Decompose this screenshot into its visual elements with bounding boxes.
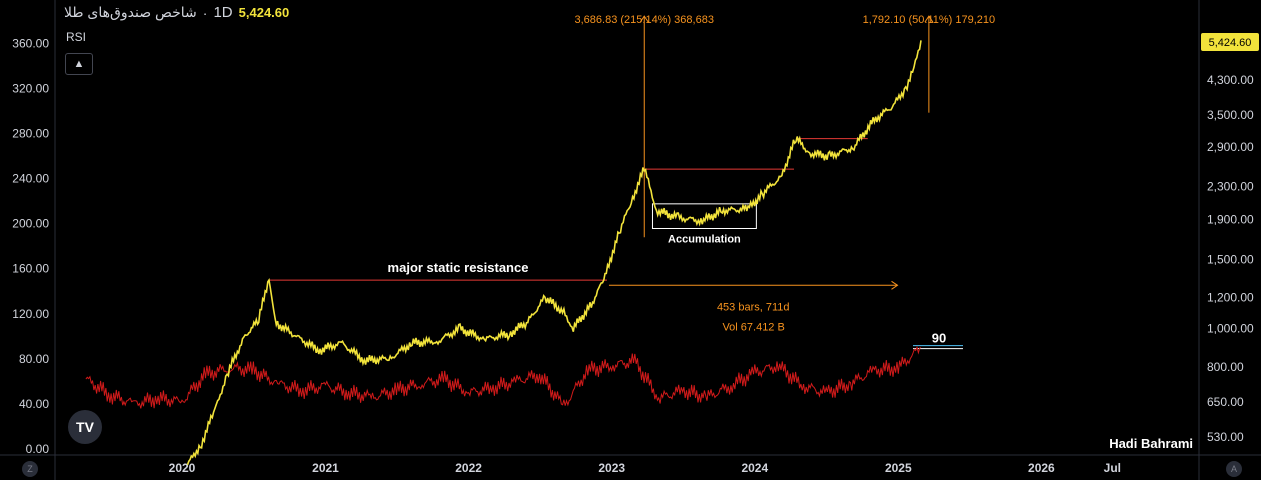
right-axis-tick: 2,300.00 [1207, 180, 1254, 194]
chart-header: شاخص صندوق‌های طلا · 1D 5,424.60 [64, 4, 289, 21]
time-axis-tick: 2024 [741, 461, 768, 475]
accumulation-box [651, 203, 757, 230]
tradingview-logo[interactable]: TV [68, 410, 102, 444]
accumulation-label: Accumulation [668, 234, 741, 246]
time-axis-tick: Jul [1104, 461, 1121, 475]
left-axis-tick: 320.00 [12, 81, 49, 95]
arrow-head [891, 280, 899, 290]
left-axis-tick: 160.00 [12, 262, 49, 276]
rsi-value-label: 90 [932, 331, 946, 346]
right-axis-tick: 650.00 [1207, 395, 1244, 409]
timeframe-label[interactable]: 1D [213, 4, 233, 21]
last-price-tag [1201, 33, 1259, 51]
author-watermark: Hadi Bahrami [1109, 436, 1193, 451]
chevron-up-icon[interactable]: ▲ [65, 53, 93, 75]
arrow-head [924, 15, 934, 23]
time-axis-tick: 2023 [598, 461, 625, 475]
time-axis-tick: 2025 [885, 461, 912, 475]
right-axis-tick: 1,500.00 [1207, 253, 1254, 267]
symbol-title[interactable]: شاخص صندوق‌های طلا [64, 4, 197, 20]
time-axis-tick: 2020 [169, 461, 196, 475]
price-line [186, 40, 922, 466]
zoom-toggle-icon[interactable]: Z [22, 461, 38, 477]
auto-scale-icon[interactable]: A [1226, 461, 1242, 477]
time-axis-tick: 2022 [455, 461, 482, 475]
right-axis-tick: 1,200.00 [1207, 291, 1254, 305]
left-axis-tick: 280.00 [12, 127, 49, 141]
volume-label: Vol 67.412 B [722, 321, 784, 333]
left-axis-tick: 200.00 [12, 217, 49, 231]
last-price: 5,424.60 [238, 5, 290, 20]
time-axis-tick: 2021 [312, 461, 339, 475]
right-axis-tick: 3,500.00 [1207, 108, 1254, 122]
time-axis-tick: 2026 [1028, 461, 1055, 475]
left-axis-tick: 360.00 [12, 36, 49, 50]
right-axis-tick: 4,300.00 [1207, 73, 1254, 87]
left-axis-tick: 0.00 [26, 442, 50, 456]
left-axis-tick: 240.00 [12, 172, 49, 186]
right-axis-tick: 1,000.00 [1207, 322, 1254, 336]
last-price-tag-label: 5,424.60 [1209, 37, 1252, 49]
measure-label: 1,792.10 (50.11%) 179,210 [863, 14, 996, 26]
measure-label: 3,686.83 (215.14%) 368,683 [575, 14, 714, 26]
left-axis-tick: 40.00 [19, 397, 49, 411]
right-axis-tick: 2,900.00 [1207, 140, 1254, 154]
header-separator: · [202, 4, 208, 21]
resistance-label: major static resistance [388, 260, 529, 275]
left-axis-tick: 80.00 [19, 352, 49, 366]
left-axis-tick: 120.00 [12, 307, 49, 321]
right-axis-tick: 1,900.00 [1207, 212, 1254, 226]
range-label: 453 bars, 711d [717, 301, 790, 313]
rsi-line [85, 345, 922, 409]
right-axis-tick: 530.00 [1207, 430, 1244, 444]
right-axis-tick: 800.00 [1207, 360, 1244, 374]
arrow-head [639, 15, 649, 23]
indicator-label[interactable]: RSI [66, 30, 87, 44]
